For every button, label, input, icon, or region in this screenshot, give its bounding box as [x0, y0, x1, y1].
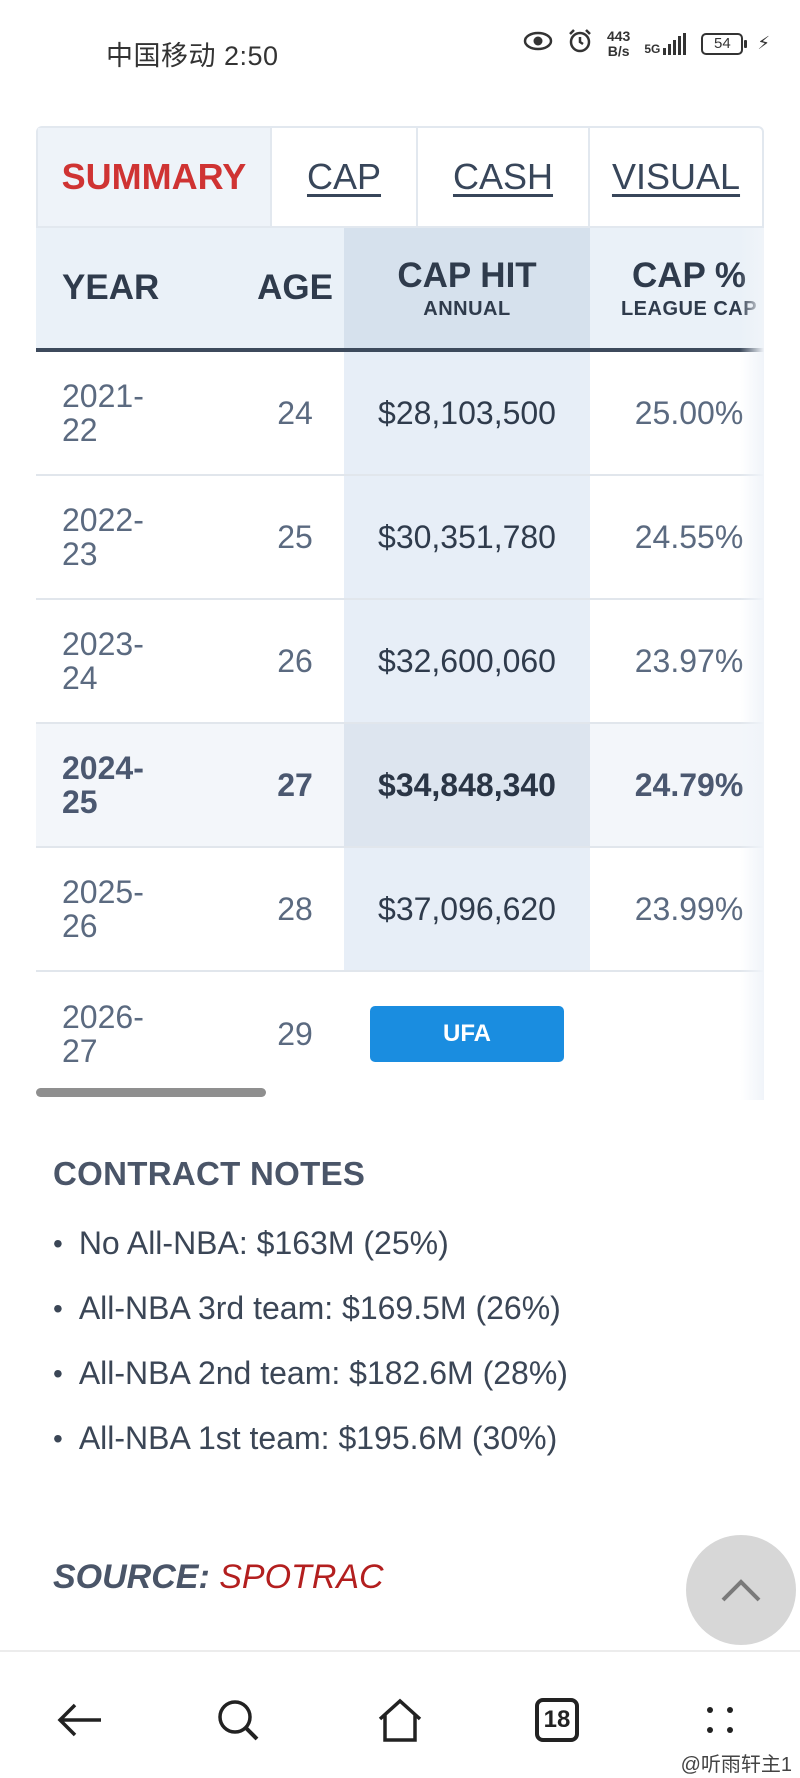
cap-hit-cell: $34,848,340	[344, 724, 590, 846]
cap-hit-cell: $30,351,780	[344, 476, 590, 598]
search-icon	[218, 1700, 259, 1741]
tab-cash[interactable]: CASH	[416, 128, 588, 226]
cap-hit-cell: $32,600,060	[344, 600, 590, 722]
source-line: SOURCE: SPOTRAC	[53, 1558, 384, 1597]
header-age: AGE	[257, 268, 333, 307]
table-row: 2021- 22 24 $28,103,500 25.00%	[36, 352, 764, 476]
cap-pct-cell: 23.99%	[634, 890, 744, 927]
search-button[interactable]	[208, 1690, 268, 1750]
list-item: All-NBA 3rd team: $169.5M (26%)	[53, 1276, 753, 1341]
alarm-icon	[567, 28, 593, 59]
eye-icon	[523, 30, 553, 57]
charging-icon: ⚡	[757, 33, 770, 53]
year-cell: 2023- 24	[62, 626, 144, 696]
menu-button[interactable]	[690, 1690, 750, 1750]
age-cell: 24	[277, 394, 313, 431]
table-row: 2023- 24 26 $32,600,060 23.97%	[36, 600, 764, 724]
header-cap-pct: CAP % LEAGUE CAP	[620, 255, 758, 320]
year-cell: 2025- 26	[62, 874, 144, 944]
battery-icon: 54	[701, 32, 748, 55]
home-icon	[378, 1698, 422, 1742]
contract-notes-list: No All-NBA: $163M (25%) All-NBA 3rd team…	[53, 1211, 753, 1471]
year-cell: 2022- 23	[62, 502, 144, 572]
cap-hit-cell: $37,096,620	[344, 848, 590, 970]
ufa-badge: UFA	[370, 1006, 564, 1062]
scroll-fade	[740, 228, 764, 1100]
list-item: All-NBA 1st team: $195.6M (30%)	[53, 1406, 753, 1471]
contract-table[interactable]: YEAR AGE CAP HIT ANNUAL CAP % LEAGUE CAP…	[36, 228, 764, 1100]
table-row-current: 2024- 25 27 $34,848,340 24.79%	[36, 724, 764, 848]
source-label: SOURCE:	[53, 1558, 210, 1596]
age-cell: 28	[277, 890, 313, 927]
cap-pct-cell: 24.79%	[634, 766, 744, 803]
table-row: 2025- 26 28 $37,096,620 23.99%	[36, 848, 764, 972]
scroll-to-top-button[interactable]	[686, 1535, 796, 1645]
table-row: 2022- 23 25 $30,351,780 24.55%	[36, 476, 764, 600]
table-row: 2026- 27 29 UFA	[36, 972, 764, 1096]
header-cap-hit: CAP HIT ANNUAL	[344, 228, 590, 348]
bottom-nav: 18	[0, 1650, 800, 1778]
tabs-button[interactable]: 18	[527, 1690, 587, 1750]
back-button[interactable]	[50, 1690, 110, 1750]
contract-table-card: SUMMARY CAP CASH VISUAL YEAR AGE CAP HIT…	[36, 126, 764, 1100]
status-icons: 443 B/s 5G 54 ⚡	[523, 28, 770, 59]
source-link[interactable]: SPOTRAC	[219, 1558, 384, 1596]
cap-pct-cell: 23.97%	[634, 642, 744, 679]
age-cell: 25	[277, 518, 313, 555]
cap-pct-cell: 24.55%	[634, 518, 744, 555]
tab-cap[interactable]: CAP	[270, 128, 416, 226]
cap-pct-cell	[590, 972, 764, 1096]
back-arrow-icon	[57, 1703, 101, 1737]
tab-bar: SUMMARY CAP CASH VISUAL	[36, 126, 764, 228]
cap-hit-cell: $28,103,500	[344, 352, 590, 474]
chevron-up-icon	[721, 1579, 761, 1602]
age-cell: 26	[277, 642, 313, 679]
age-cell: 29	[277, 1015, 313, 1052]
watermark: @听雨轩主1	[680, 1754, 792, 1776]
horizontal-scrollbar[interactable]	[36, 1088, 266, 1097]
age-cell: 27	[277, 766, 313, 803]
status-bar: 中国移动 2:50 443 B/s 5G 54 ⚡	[0, 0, 800, 100]
tab-summary[interactable]: SUMMARY	[38, 128, 270, 226]
list-item: No All-NBA: $163M (25%)	[53, 1211, 753, 1276]
tab-visual[interactable]: VISUAL	[588, 128, 762, 226]
list-item: All-NBA 2nd team: $182.6M (28%)	[53, 1341, 753, 1406]
contract-notes-title: CONTRACT NOTES	[53, 1155, 366, 1192]
menu-icon	[707, 1707, 733, 1733]
home-button[interactable]	[370, 1690, 430, 1750]
year-cell: 2024- 25	[62, 750, 144, 820]
signal-icon: 5G	[644, 32, 687, 55]
header-year: YEAR	[62, 268, 160, 307]
year-cell: 2021- 22	[62, 378, 144, 448]
table-header: YEAR AGE CAP HIT ANNUAL CAP % LEAGUE CAP	[36, 228, 764, 352]
year-cell: 2026- 27	[62, 999, 144, 1069]
cap-pct-cell: 25.00%	[634, 394, 744, 431]
carrier-time: 中国移动 2:50	[106, 41, 279, 71]
contract-notes: CONTRACT NOTES No All-NBA: $163M (25%) A…	[53, 1155, 753, 1471]
ufa-cell: UFA	[344, 972, 590, 1096]
net-speed: 443 B/s	[606, 27, 631, 59]
tabs-icon: 18	[535, 1698, 579, 1742]
